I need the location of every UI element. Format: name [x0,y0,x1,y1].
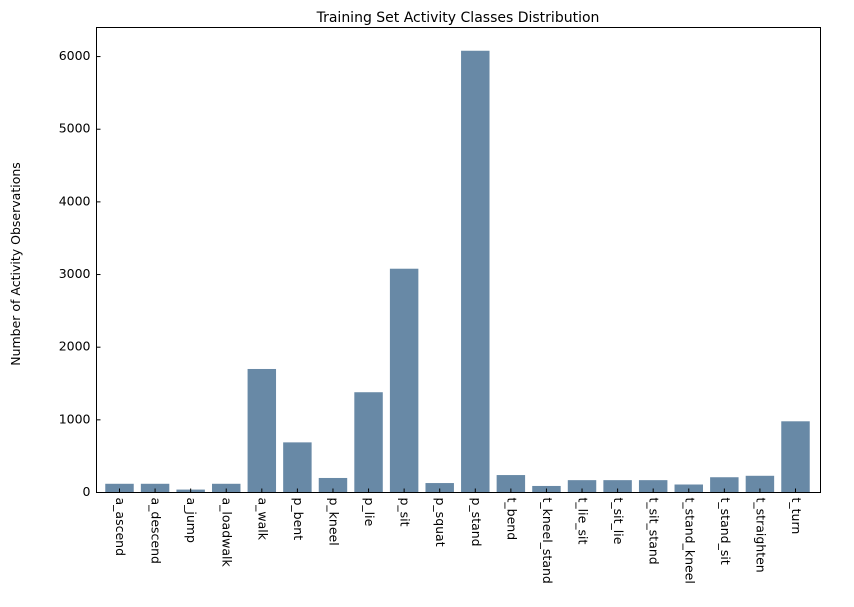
x-tick-label: p_squat [433,498,448,547]
bar-p-kneel [318,477,348,493]
bar-t-stand-sit [710,477,739,493]
bar-t-straighten [745,475,775,493]
x-tick-label: a_walk [255,498,270,541]
bar-a-ascend [105,483,134,493]
x-tick-label: p_lie [362,498,377,527]
x-tick-label: a_jump [184,498,199,543]
x-tick-label: t_stand_sit [718,498,733,565]
bar-t-lie-sit [567,480,597,493]
x-tick-label: t_kneel_stand [540,498,555,584]
y-tick-label: 5000 [59,121,91,136]
y-axis-label: Number of Activity Observations [8,162,23,366]
x-tick-label: t_lie_sit [576,498,591,545]
bar-p-bent [283,442,312,493]
chart-title: Training Set Activity Classes Distributi… [316,10,600,26]
x-tick-label: a_descend [149,498,164,564]
x-tick-label: p_bent [291,498,306,541]
x-tick-label: t_bend [504,498,519,541]
bar-p-squat [425,483,454,493]
bar-t-sit-lie [603,480,632,493]
y-tick-label: 2000 [59,339,91,354]
bar-t-turn [781,421,810,493]
x-tick-label: t_sit_lie [611,498,626,545]
y-tick-label: 6000 [59,48,91,63]
bar-t-sit-stand [638,480,668,493]
x-tick-label: a_ascend [113,498,128,557]
y-tick-label: 1000 [59,411,91,426]
bar-a-loadwalk [212,483,241,493]
x-tick-label: p_kneel [326,498,341,546]
y-tick-label: 0 [83,484,91,499]
bar-p-lie [354,392,383,493]
bars-layer [105,50,810,493]
x-tick-label: t_straighten [753,498,768,573]
x-tick-label: t_sit_stand [647,498,662,565]
x-axis: a_ascend a_descend a_jump a_loadwalk a_walk p… [113,488,804,584]
x-tick-label: a_loadwalk [220,498,235,568]
plot-frame [96,27,821,493]
bar-a-descend [140,483,170,493]
x-tick-label: t_turn [789,498,804,535]
bar-a-walk [247,368,277,493]
bar-t-bend [496,475,526,493]
x-tick-label: t_stand_kneel [682,498,697,584]
bar-p-stand [461,50,490,493]
x-tick-label: p_sit [398,498,413,527]
bar-p-sit [389,268,419,493]
x-tick-label: p_stand [469,498,484,547]
y-axis: 0 1000 2000 3000 4000 5000 6000 [59,48,101,499]
y-tick-label: 3000 [59,266,91,281]
y-tick-label: 4000 [59,193,91,208]
